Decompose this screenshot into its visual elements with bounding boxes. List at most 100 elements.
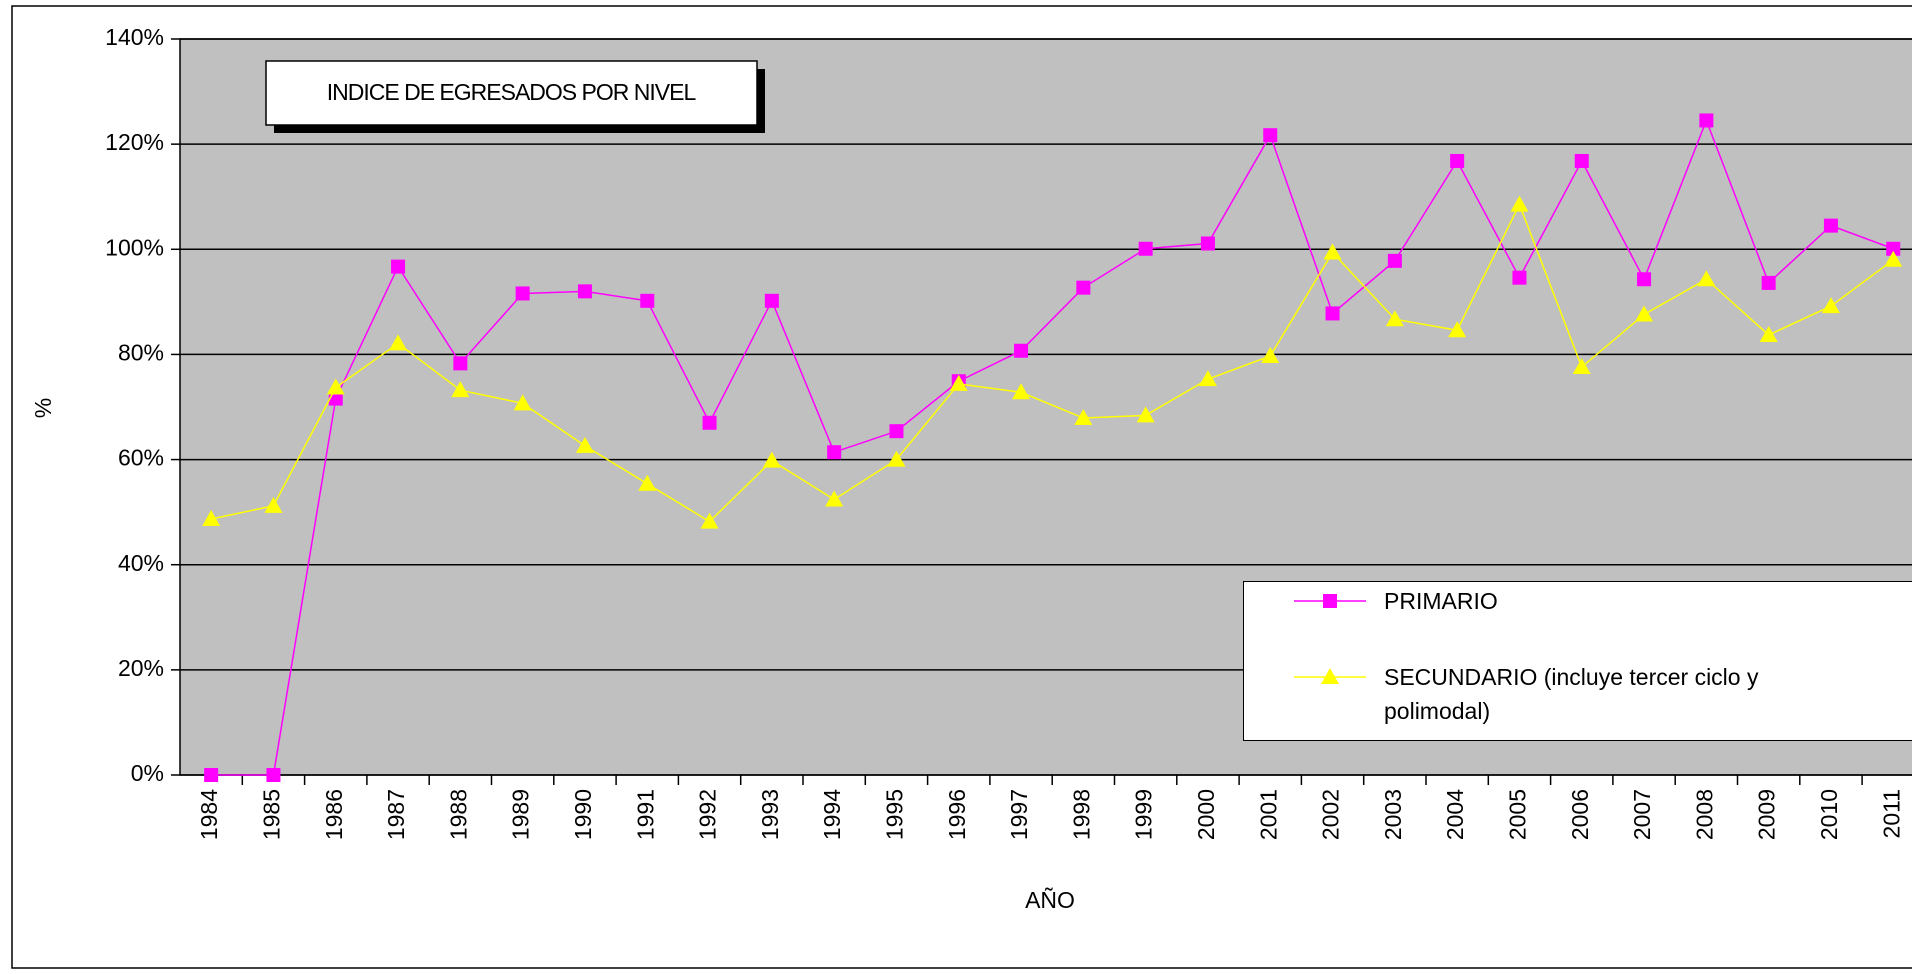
marker [326, 378, 345, 395]
marker [949, 374, 968, 391]
marker [264, 496, 283, 513]
x-tick-label: 1999 [1131, 789, 1157, 840]
x-tick-label: 2011 [1878, 789, 1904, 838]
marker [1012, 383, 1031, 400]
marker [1761, 275, 1776, 290]
title-box [265, 60, 758, 126]
x-tick-label: 2002 [1318, 789, 1344, 840]
marker [1884, 250, 1903, 267]
y-tick-label: 40% [118, 550, 164, 576]
x-tick-label: 1988 [445, 789, 471, 840]
marker [513, 394, 532, 411]
marker [889, 424, 904, 439]
marker [1759, 325, 1778, 342]
line [211, 118, 1894, 776]
x-tick-label: 2005 [1505, 789, 1531, 840]
x-tick-label: 1984 [196, 789, 222, 840]
marker [640, 293, 655, 308]
x-tick-label: 1991 [632, 789, 658, 840]
y-tick-label: 20% [118, 655, 164, 681]
marker [700, 512, 719, 529]
grid [171, 38, 1912, 785]
y-tick-label: 0% [131, 760, 164, 786]
marker [266, 768, 281, 782]
marker [1574, 153, 1589, 168]
marker [1635, 305, 1654, 322]
x-tick-label: 1997 [1006, 789, 1032, 840]
marker [1138, 241, 1153, 256]
x-tick-label: 2006 [1567, 789, 1593, 840]
marker [887, 450, 906, 467]
legend-symbol [1294, 668, 1366, 684]
marker [1323, 243, 1342, 260]
chart-title: INDICE DE EGRESADOS POR NIVEL [327, 79, 697, 105]
x-tick-label: 1993 [757, 789, 783, 840]
marker [1637, 272, 1652, 287]
marker [825, 490, 844, 507]
x-tick-label: 1987 [383, 789, 409, 840]
legend-symbol [1294, 594, 1366, 608]
marker [202, 509, 221, 526]
legend-label: PRIMARIO [1384, 588, 1498, 614]
marker [1263, 128, 1278, 143]
marker [1325, 306, 1340, 321]
x-tick-label: 2009 [1754, 789, 1780, 840]
y-tick-label: 60% [118, 445, 164, 471]
marker [762, 451, 781, 468]
marker [1385, 310, 1404, 327]
x-tick-label: 1986 [321, 789, 347, 840]
series-0 [204, 113, 1901, 782]
marker [1510, 195, 1529, 212]
marker [1572, 358, 1591, 375]
marker [1699, 113, 1714, 128]
x-tick-label: 1990 [570, 789, 596, 840]
y-tick-label: 80% [118, 340, 164, 366]
marker [1450, 153, 1465, 168]
marker [453, 356, 468, 371]
marker [451, 381, 470, 398]
x-tick-label: 2010 [1816, 789, 1842, 840]
marker [1512, 270, 1527, 285]
marker [1076, 280, 1091, 295]
legend-label: SECUNDARIO (incluye tercer ciclo y polim… [1384, 664, 1759, 724]
legend: PRIMARIO SECUNDARIO (incluye tercer ciclo… [1243, 581, 1912, 741]
x-tick-label: 1989 [508, 789, 534, 840]
marker [389, 334, 408, 351]
y-tick-label: 100% [105, 234, 164, 260]
y-axis-title: % [30, 398, 56, 418]
y-tick-label: 140% [105, 24, 164, 50]
x-tick-label: 1998 [1068, 789, 1094, 840]
marker [1387, 253, 1402, 268]
marker [204, 768, 219, 782]
marker [1886, 241, 1901, 256]
y-tick-label: 120% [105, 129, 164, 155]
marker [575, 436, 594, 453]
legend-marker [1323, 594, 1337, 608]
marker [1261, 347, 1280, 364]
marker [638, 474, 657, 491]
x-tick-label: 1992 [695, 789, 721, 840]
marker [1823, 218, 1838, 233]
x-tick-label: 2001 [1255, 789, 1281, 840]
marker [1198, 370, 1217, 387]
x-tick-label: 2000 [1193, 789, 1219, 840]
x-tick-label: 2004 [1442, 789, 1468, 840]
x-tick-label: 1996 [944, 789, 970, 840]
x-tick-label: 2003 [1380, 789, 1406, 840]
series [202, 113, 1903, 782]
marker [1014, 343, 1029, 358]
legend-item: SECUNDARIO (incluye tercer ciclo y polim… [1244, 660, 1804, 728]
marker [1136, 406, 1155, 423]
legend-marker [1321, 668, 1339, 684]
legend-item: PRIMARIO [1244, 584, 1804, 618]
x-axis-title: AÑO [1025, 887, 1075, 913]
marker [1448, 321, 1467, 338]
marker [702, 415, 717, 430]
marker [1200, 236, 1215, 251]
marker [391, 259, 406, 274]
marker [827, 445, 842, 460]
marker [515, 286, 530, 301]
line [210, 202, 1894, 523]
marker [1074, 409, 1093, 426]
x-tick-label: 1985 [259, 789, 285, 840]
